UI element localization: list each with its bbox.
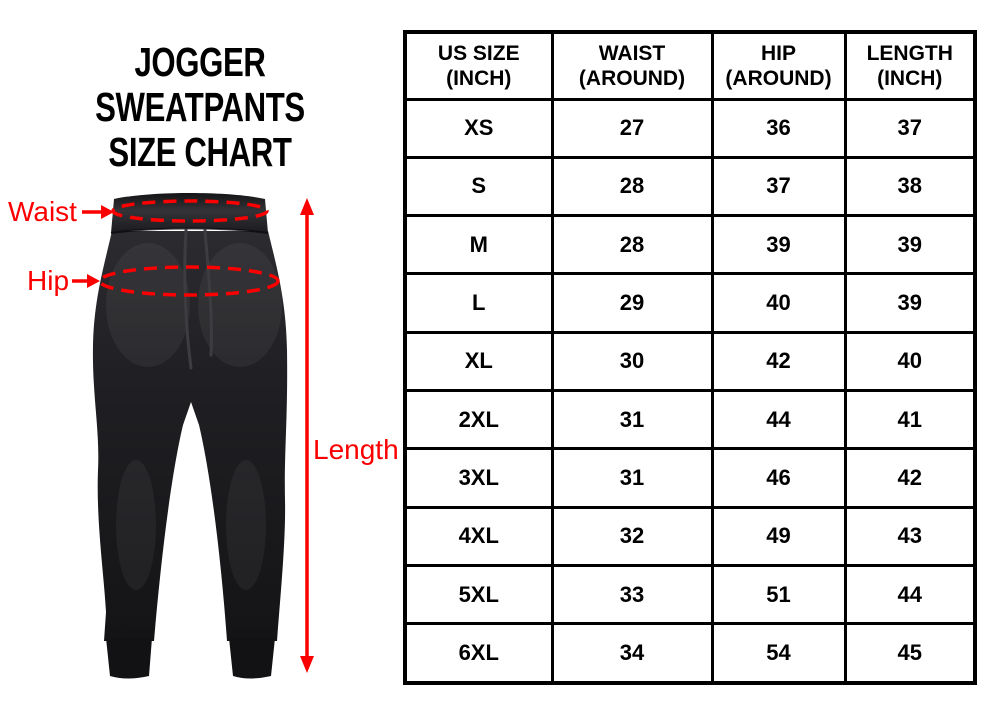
header-row: US SIZE (INCH) WAIST (AROUND) HIP (AROUN…	[403, 30, 977, 101]
cell-size: L	[403, 272, 554, 334]
header-us-size-line1: US SIZE	[437, 41, 520, 65]
cell-size: 4XL	[403, 505, 554, 567]
cell-hip: 54	[710, 622, 847, 685]
header-us-size-line2: (INCH)	[446, 66, 512, 90]
hip-arrowhead-icon	[87, 274, 100, 288]
cell-waist: 33	[550, 563, 714, 626]
cell-length: 42	[843, 447, 977, 509]
ankle-cuff-left	[106, 638, 152, 679]
cell-waist: 31	[550, 447, 714, 509]
drawstring-left	[183, 228, 193, 370]
table-row: 5XL 33 51 44	[403, 563, 977, 626]
cell-waist: 28	[550, 155, 714, 218]
header-hip-line2: (AROUND)	[725, 66, 832, 90]
cell-hip: 46	[710, 447, 847, 509]
header-waist: WAIST (AROUND)	[550, 30, 714, 101]
jogger-pants-diagram: Waist Hip Length	[8, 193, 399, 679]
cell-length: 43	[843, 505, 977, 567]
header-waist-line1: WAIST	[598, 41, 666, 65]
cell-length: 38	[843, 155, 977, 218]
header-waist-line2: (AROUND)	[578, 66, 686, 90]
table-row: S 28 37 38	[403, 155, 977, 218]
cell-waist: 28	[550, 214, 714, 276]
table-row: M 28 39 39	[403, 214, 977, 276]
knee-highlight-left	[116, 460, 156, 590]
waist-arrowhead-icon	[101, 205, 114, 219]
cell-length: 37	[843, 97, 977, 159]
cell-waist: 32	[550, 505, 714, 567]
cell-waist: 31	[550, 388, 714, 451]
length-arrowhead-bottom-icon	[300, 656, 314, 673]
page-title-line2: SIZE CHART	[108, 129, 292, 175]
cell-size: S	[403, 155, 554, 218]
cell-waist: 29	[550, 272, 714, 334]
waistband	[111, 193, 268, 233]
cell-length: 40	[843, 330, 977, 392]
cell-hip: 51	[710, 563, 847, 626]
cell-size: XL	[403, 330, 554, 392]
cell-hip: 49	[710, 505, 847, 567]
hip-label: Hip	[27, 265, 69, 296]
table-row: 2XL 31 44 41	[403, 388, 977, 451]
cell-hip: 44	[710, 388, 847, 451]
table-row: 6XL 34 54 45	[403, 622, 977, 685]
cell-size: 2XL	[403, 388, 554, 451]
cell-hip: 40	[710, 272, 847, 334]
waist-measure-ellipse	[111, 199, 269, 223]
page-title: JOGGER SWEATPANTS SIZE CHART	[48, 40, 352, 175]
cell-length: 41	[843, 388, 977, 451]
cell-length: 39	[843, 214, 977, 276]
cell-size: M	[403, 214, 554, 276]
cell-hip: 42	[710, 330, 847, 392]
header-us-size: US SIZE (INCH)	[403, 30, 554, 101]
table-row: XL 30 42 40	[403, 330, 977, 392]
cell-waist: 27	[550, 97, 714, 159]
header-hip-line1: HIP	[760, 41, 796, 65]
page-title-line1: JOGGER SWEATPANTS	[95, 39, 305, 130]
cell-hip: 37	[710, 155, 847, 218]
table-row: 3XL 31 46 42	[403, 447, 977, 509]
size-table-header: US SIZE (INCH) WAIST (AROUND) HIP (AROUN…	[403, 30, 977, 101]
size-table-body: XS 27 36 37 S 28 37 38 M 28 39 39 L 29 4…	[403, 97, 977, 685]
cell-size: 3XL	[403, 447, 554, 509]
header-length: LENGTH (INCH)	[843, 30, 977, 101]
header-hip: HIP (AROUND)	[710, 30, 847, 101]
cell-hip: 36	[710, 97, 847, 159]
table-row: XS 27 36 37	[403, 97, 977, 159]
length-label: Length	[313, 434, 399, 465]
cell-length: 39	[843, 272, 977, 334]
cell-size: 6XL	[403, 622, 554, 685]
drawstring-right	[203, 228, 213, 357]
pants-silhouette	[92, 231, 288, 641]
knee-highlight-right	[226, 460, 266, 590]
cell-length: 45	[843, 622, 977, 685]
table-row: 4XL 32 49 43	[403, 505, 977, 567]
ankle-cuff-right	[229, 638, 275, 679]
cell-length: 44	[843, 563, 977, 626]
cell-hip: 39	[710, 214, 847, 276]
header-length-line1: LENGTH	[866, 41, 953, 65]
cell-waist: 34	[550, 622, 714, 685]
thigh-highlight-left	[106, 243, 190, 367]
cell-size: XS	[403, 97, 554, 159]
length-arrowhead-top-icon	[300, 198, 314, 215]
cell-waist: 30	[550, 330, 714, 392]
hip-measure-ellipse	[98, 265, 280, 297]
waist-label: Waist	[8, 196, 77, 227]
header-length-line2: (INCH)	[877, 66, 943, 90]
size-table: US SIZE (INCH) WAIST (AROUND) HIP (AROUN…	[403, 30, 977, 685]
cell-size: 5XL	[403, 563, 554, 626]
waistband-seam	[110, 227, 269, 234]
table-row: L 29 40 39	[403, 272, 977, 334]
